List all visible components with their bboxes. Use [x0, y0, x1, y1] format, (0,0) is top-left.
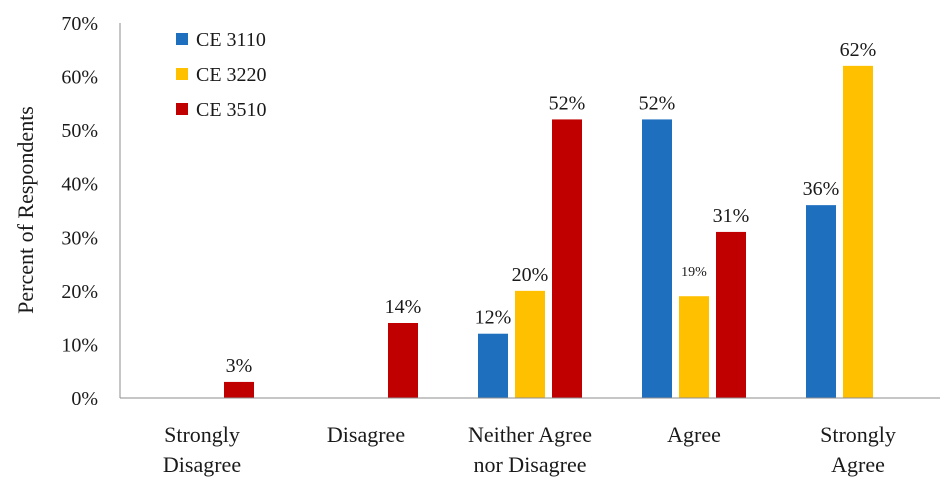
data-label: 62% [840, 39, 877, 61]
y-tick-label: 10% [61, 334, 98, 356]
legend-swatch [176, 68, 188, 80]
legend-label: CE 3220 [196, 64, 267, 86]
x-tick-label: Disagree [327, 422, 405, 447]
bar [806, 205, 836, 398]
x-tick-label: Strongly Disagree [163, 422, 241, 477]
bar [478, 333, 508, 398]
x-axis: Strongly Disagree Disagree Neither Agree nor… [120, 397, 940, 477]
y-tick-label: 70% [61, 13, 98, 35]
y-axis: 0% 10% 20% 30% 40% 50% 60% 70% [61, 13, 121, 410]
bars [224, 65, 873, 398]
data-label: 19% [681, 265, 707, 280]
bar [679, 296, 709, 398]
data-label: 14% [385, 296, 422, 318]
data-label: 20% [512, 264, 549, 286]
data-label: 3% [226, 355, 253, 377]
data-label: 52% [549, 92, 586, 114]
legend-swatch [176, 103, 188, 115]
legend-swatch [176, 33, 188, 45]
legend-label: CE 3510 [196, 99, 267, 121]
y-tick-label: 0% [71, 388, 98, 410]
x-tick-label: Neither Agree nor Disagree [468, 422, 592, 477]
bar [716, 231, 746, 398]
legend: CE 3110 CE 3220 CE 3510 [176, 29, 267, 121]
data-labels: 3% 14% 12%20% 52% 52% 19% 31% 36% 62% [226, 39, 877, 377]
x-tick-label: Strongly Agree [820, 422, 896, 477]
bar [388, 323, 418, 398]
bar [843, 65, 873, 398]
data-label: 36% [803, 178, 840, 200]
bar [642, 119, 672, 398]
x-tick-label: Agree [667, 422, 721, 447]
y-axis-title: Percent of Respondents [13, 106, 38, 314]
bar [515, 290, 545, 398]
bar [224, 381, 254, 398]
bar [552, 119, 582, 398]
y-tick-label: 60% [61, 67, 98, 89]
y-tick-label: 40% [61, 174, 98, 196]
data-label: 31% [713, 205, 750, 227]
data-label: 52% [639, 92, 676, 114]
data-label: 12% [475, 307, 512, 329]
y-tick-label: 20% [61, 281, 98, 303]
y-tick-label: 30% [61, 227, 98, 249]
legend-label: CE 3110 [196, 29, 266, 51]
y-tick-label: 50% [61, 120, 98, 142]
